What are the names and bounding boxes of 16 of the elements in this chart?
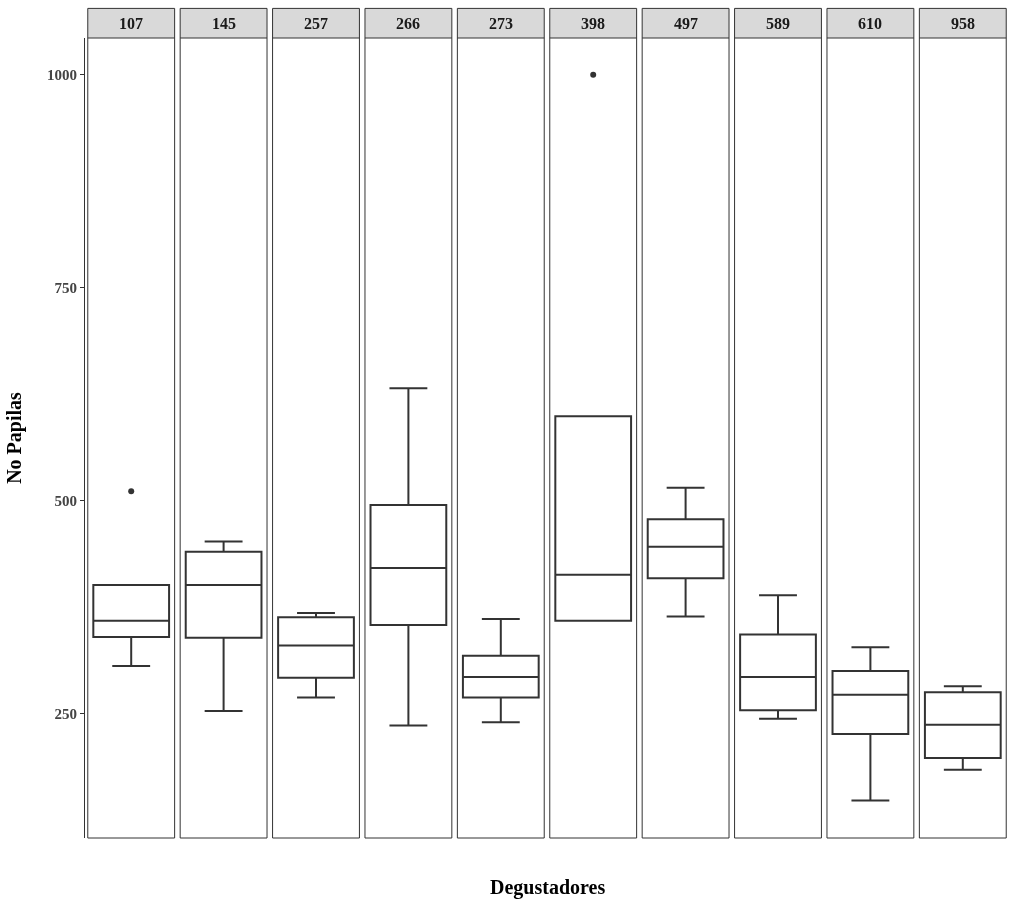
y-tick-label: 750 <box>54 279 77 296</box>
x-tick-label: 273 <box>489 15 513 32</box>
x-tick-label: 497 <box>674 15 698 32</box>
x-tick-label: 107 <box>119 15 143 32</box>
x-tick-label: 145 <box>212 15 236 32</box>
y-axis-title: No Papilas <box>2 391 26 484</box>
y-tick-label: 1000 <box>47 66 77 83</box>
x-tick-label: 958 <box>951 15 975 32</box>
x-tick-label: 266 <box>396 15 420 32</box>
y-tick-label: 250 <box>54 705 77 722</box>
x-tick-label: 398 <box>581 15 605 32</box>
x-tick-label: 257 <box>304 15 328 32</box>
x-tick-label: 589 <box>766 15 790 32</box>
y-tick-label: 500 <box>54 492 77 509</box>
x-tick-label: 610 <box>858 15 882 32</box>
x-axis-title: Degustadores <box>490 876 606 899</box>
